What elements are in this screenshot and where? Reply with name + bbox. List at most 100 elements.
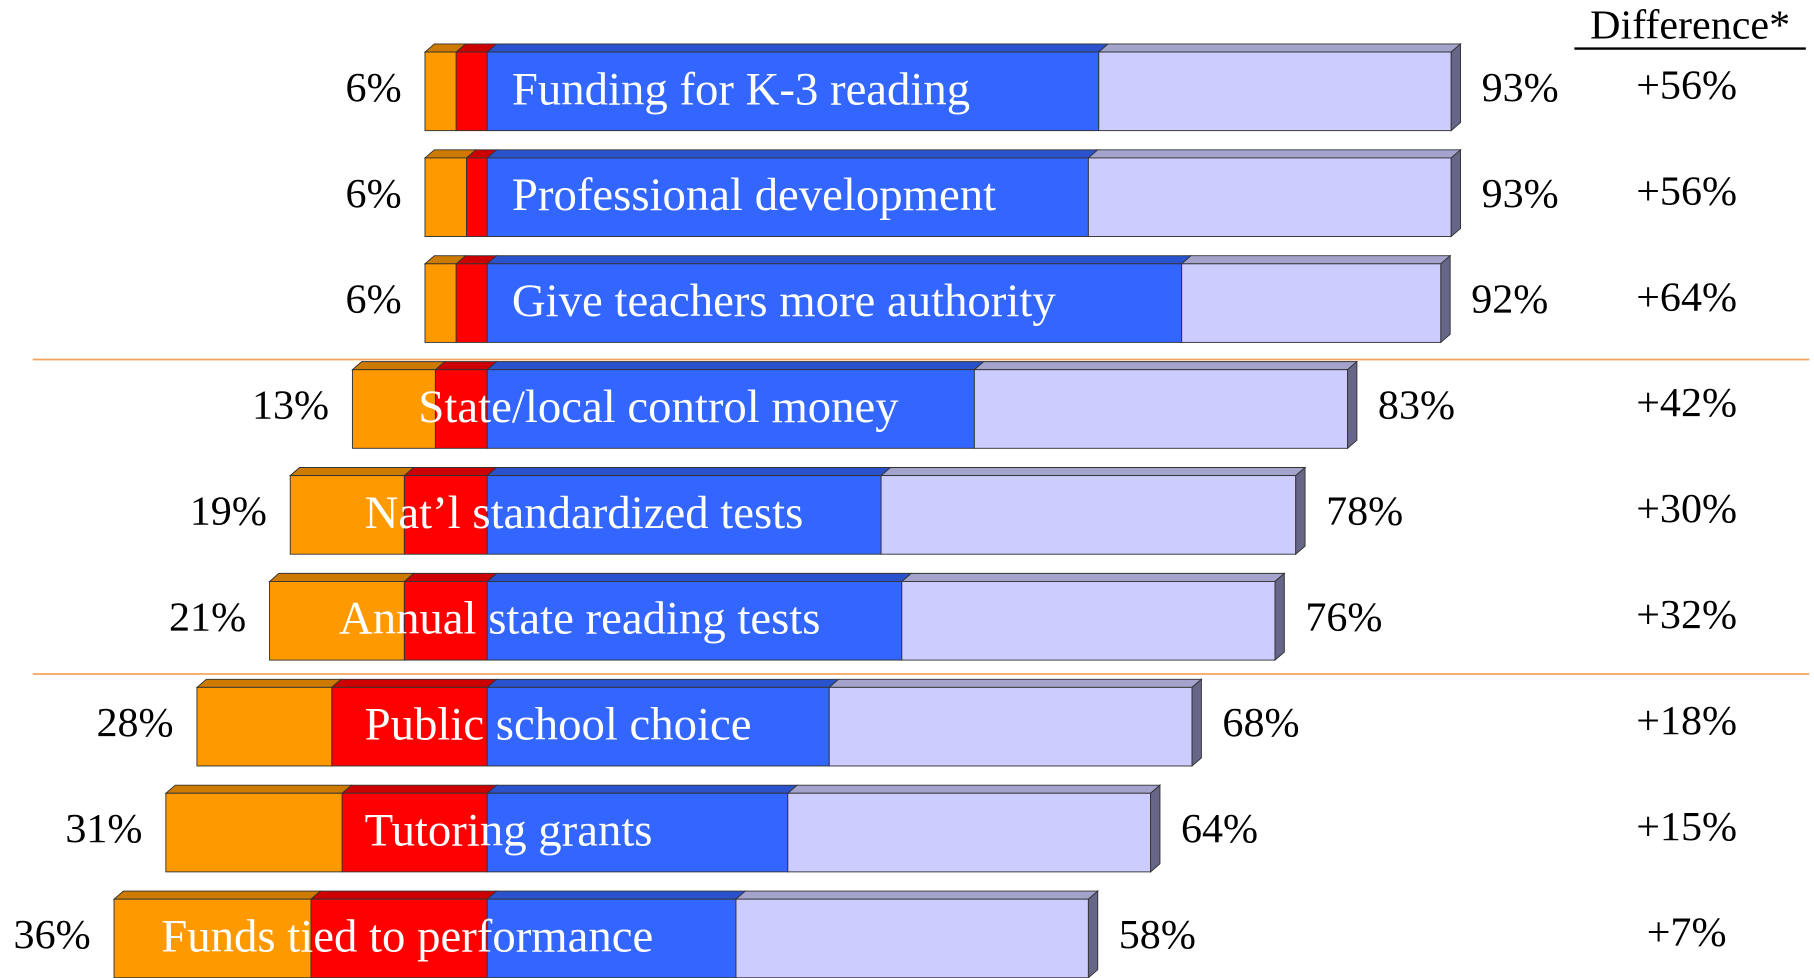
bar-top bbox=[403, 467, 498, 477]
bar-side bbox=[1295, 466, 1306, 556]
bar-top bbox=[734, 890, 1099, 900]
right-total-label: 78% bbox=[1326, 489, 1403, 535]
right-total-label: 83% bbox=[1378, 383, 1455, 429]
bar-segment bbox=[486, 51, 1100, 132]
bar-segment bbox=[455, 51, 488, 132]
bar-top bbox=[485, 361, 985, 371]
difference-label: +15% bbox=[1636, 804, 1737, 850]
bar-segment bbox=[1181, 263, 1442, 343]
bar-segment bbox=[486, 263, 1183, 343]
difference-label: +56% bbox=[1636, 169, 1737, 215]
difference-label: +30% bbox=[1636, 486, 1737, 532]
bar-top bbox=[330, 678, 498, 688]
difference-header: Difference* bbox=[1590, 3, 1790, 49]
left-total-label: 6% bbox=[346, 65, 402, 111]
bar-top bbox=[485, 678, 840, 688]
left-total-label: 19% bbox=[190, 489, 267, 535]
bar-segment bbox=[113, 898, 312, 978]
bar-segment bbox=[455, 263, 488, 343]
category-label: State/local control money bbox=[418, 382, 899, 433]
bar-top bbox=[1087, 149, 1462, 159]
bar-segment bbox=[165, 792, 343, 873]
difference-label: +42% bbox=[1636, 380, 1737, 426]
bar-top bbox=[485, 467, 892, 477]
bar-segment bbox=[331, 686, 488, 767]
bar-segment bbox=[486, 581, 903, 661]
bar-top bbox=[879, 467, 1307, 477]
category-label: Nat’l standardized tests bbox=[365, 488, 804, 539]
bar-top bbox=[485, 572, 913, 582]
bar-top bbox=[485, 255, 1193, 265]
bar-top bbox=[164, 784, 353, 794]
bar-top bbox=[786, 784, 1162, 794]
bar-segment bbox=[196, 686, 333, 767]
category-label: Give teachers more authority bbox=[512, 276, 1057, 327]
category-label: Public school choice bbox=[365, 700, 752, 751]
right-total-label: 93% bbox=[1482, 171, 1559, 217]
bar-top bbox=[485, 890, 747, 900]
left-total-label: 13% bbox=[252, 383, 329, 429]
bar-side bbox=[1450, 148, 1462, 238]
bar-segment bbox=[434, 369, 488, 449]
right-total-label: 58% bbox=[1119, 912, 1196, 958]
difference-label: +56% bbox=[1636, 63, 1737, 109]
category-label: Professional development bbox=[512, 170, 996, 221]
bar-segment bbox=[310, 898, 488, 978]
left-total-label: 21% bbox=[169, 595, 246, 641]
category-label: Funds tied to performance bbox=[161, 912, 653, 963]
right-total-label: 64% bbox=[1181, 806, 1258, 852]
bar-segment bbox=[486, 475, 882, 555]
bar-segment bbox=[973, 369, 1349, 449]
bar-top bbox=[485, 43, 1110, 53]
bar-segment bbox=[465, 157, 488, 237]
bar-top bbox=[434, 361, 498, 371]
difference-label: +7% bbox=[1647, 910, 1727, 956]
bar-segment bbox=[486, 792, 789, 873]
left-total-label: 6% bbox=[346, 171, 402, 217]
left-total-label: 31% bbox=[65, 806, 142, 852]
category-label: Funding for K-3 reading bbox=[512, 64, 970, 115]
bar-top bbox=[351, 361, 446, 371]
bar-side bbox=[1347, 360, 1358, 450]
bar-segment bbox=[424, 51, 457, 132]
left-total-label: 6% bbox=[346, 277, 402, 323]
bar-top bbox=[112, 890, 322, 900]
bar-top bbox=[309, 890, 498, 900]
bar-segment bbox=[735, 898, 1089, 978]
right-total-label: 92% bbox=[1471, 277, 1548, 323]
bar-segment bbox=[341, 792, 488, 873]
bar-top bbox=[340, 784, 498, 794]
right-total-label: 93% bbox=[1482, 65, 1559, 111]
bar-top bbox=[403, 572, 498, 582]
bar-top bbox=[268, 572, 415, 582]
bar-side bbox=[1191, 678, 1202, 768]
category-label: Tutoring grants bbox=[365, 806, 653, 857]
bar-side bbox=[1450, 42, 1462, 132]
bar-top bbox=[1097, 43, 1462, 53]
difference-label: +18% bbox=[1636, 698, 1737, 744]
bar-segment bbox=[880, 475, 1297, 555]
bar-segment bbox=[1087, 157, 1452, 237]
bar-top bbox=[195, 678, 343, 688]
bar-segment bbox=[486, 369, 975, 449]
bar-segment bbox=[486, 686, 830, 767]
bar-side bbox=[1087, 890, 1099, 978]
bar-segment bbox=[486, 898, 737, 978]
bar-segment bbox=[403, 475, 488, 555]
bar-segment bbox=[269, 581, 405, 661]
bar-segment bbox=[486, 157, 1089, 237]
right-total-label: 68% bbox=[1222, 700, 1299, 746]
bar-segment bbox=[351, 369, 436, 449]
bar-side bbox=[1274, 572, 1285, 662]
left-total-label: 28% bbox=[96, 700, 173, 746]
bar-segment bbox=[289, 475, 405, 555]
bar-top bbox=[288, 467, 415, 477]
left-total-label: 36% bbox=[14, 912, 91, 958]
bar-segment bbox=[787, 792, 1152, 873]
bar-top bbox=[900, 572, 1286, 582]
right-total-label: 76% bbox=[1305, 595, 1382, 641]
bar-top bbox=[828, 678, 1203, 688]
bar-top bbox=[485, 784, 799, 794]
bar-top bbox=[973, 361, 1359, 371]
